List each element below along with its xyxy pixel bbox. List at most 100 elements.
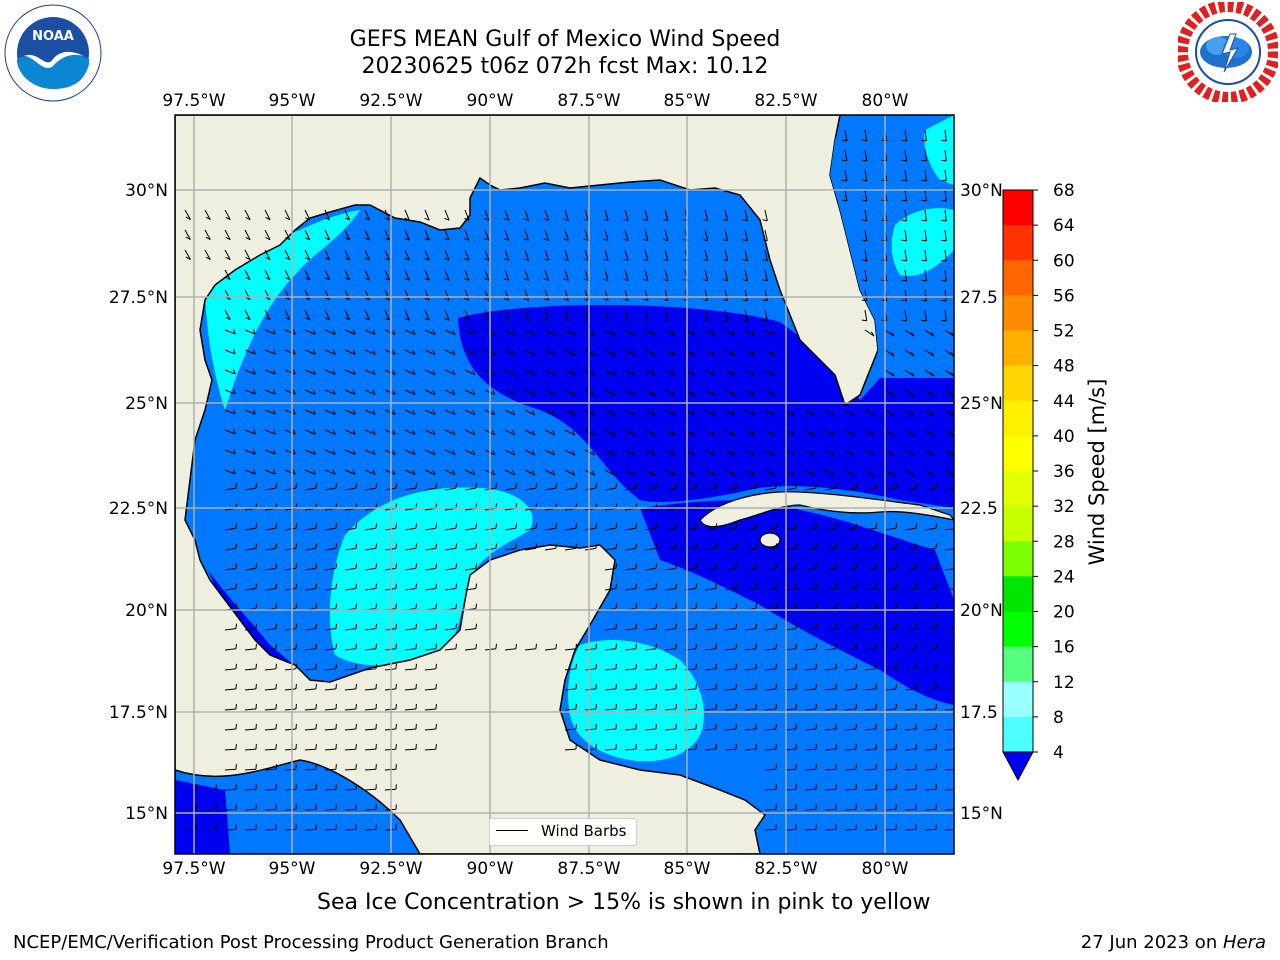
footer-date-text: 27 Jun 2023 on bbox=[1080, 932, 1223, 953]
wind-barb bbox=[344, 788, 357, 791]
wind-barb-flag bbox=[312, 329, 316, 335]
wind-barb bbox=[904, 788, 917, 791]
wind-barb-flag bbox=[851, 451, 855, 457]
wind-barb bbox=[324, 688, 336, 691]
sea-ice-caption: Sea Ice Concentration > 15% is shown in … bbox=[317, 890, 931, 915]
wind-barb-flag bbox=[795, 523, 798, 529]
wind-barb-flag bbox=[455, 583, 458, 589]
wind-barb bbox=[404, 648, 416, 651]
wind-barb bbox=[804, 708, 816, 711]
wind-barb-flag bbox=[444, 297, 450, 301]
wind-barb bbox=[584, 409, 595, 416]
wind-barb bbox=[744, 748, 757, 751]
wind-barb-flag bbox=[335, 563, 338, 569]
colorbar-tick-label: 60 bbox=[1053, 251, 1075, 271]
wind-barb bbox=[764, 708, 776, 711]
wind-barb bbox=[264, 527, 276, 531]
wind-barb bbox=[864, 588, 876, 591]
wind-barb-flag bbox=[591, 370, 596, 376]
wind-barb-flag bbox=[392, 449, 396, 455]
wind-barb-flag bbox=[432, 389, 436, 395]
wind-barb-flag bbox=[956, 483, 957, 488]
wind-barb bbox=[844, 628, 856, 631]
wind-barb bbox=[904, 688, 916, 691]
wind-barb bbox=[324, 229, 331, 241]
wind-barb-flag bbox=[755, 583, 758, 589]
wind-barb-flag bbox=[735, 643, 737, 649]
wind-barb-flag bbox=[631, 450, 636, 456]
wind-barb-flag bbox=[875, 683, 877, 689]
wind-barb bbox=[944, 808, 954, 811]
wind-barb bbox=[864, 728, 877, 731]
wind-barb bbox=[664, 668, 676, 671]
wind-barb bbox=[664, 588, 676, 591]
colorbar-segment bbox=[1003, 506, 1033, 542]
wind-barb bbox=[244, 409, 256, 415]
wind-barb bbox=[264, 289, 271, 301]
wind-barb-flag bbox=[921, 299, 927, 302]
wind-barb bbox=[464, 349, 476, 356]
wind-barb-flag bbox=[855, 663, 857, 669]
wind-barb-flag bbox=[252, 409, 256, 415]
wind-barb-flag bbox=[623, 218, 629, 222]
wind-barb bbox=[544, 269, 550, 281]
wind-barb bbox=[284, 668, 296, 671]
wind-barb bbox=[284, 469, 296, 475]
wind-barb-flag bbox=[831, 411, 835, 417]
wind-barb-flag bbox=[742, 259, 748, 262]
colorbar-segment bbox=[1003, 611, 1033, 648]
wind-barb-flag bbox=[771, 451, 775, 457]
wind-barb bbox=[304, 209, 311, 221]
wind-barb bbox=[764, 449, 775, 457]
wind-barb bbox=[944, 309, 947, 321]
wind-barb-flag bbox=[455, 543, 458, 549]
wind-barb-flag bbox=[835, 583, 838, 589]
wind-barb bbox=[204, 249, 211, 260]
wind-barb-flag bbox=[861, 259, 867, 262]
wind-barb bbox=[884, 668, 896, 671]
wind-barb-flag bbox=[611, 470, 616, 476]
wind-barb-flag bbox=[415, 683, 417, 689]
wind-barb bbox=[944, 149, 947, 161]
wind-barb-flag bbox=[233, 409, 236, 415]
wind-barb-flag bbox=[235, 583, 238, 589]
wind-barb-flag bbox=[910, 471, 915, 477]
wind-barb bbox=[924, 588, 936, 591]
longitude-label: 92.5°W bbox=[359, 91, 422, 111]
wind-barb-flag bbox=[532, 390, 536, 396]
wind-barb bbox=[564, 728, 577, 731]
wind-barb bbox=[364, 748, 377, 751]
wind-barb-flag bbox=[275, 603, 278, 609]
wind-barb-flag bbox=[895, 523, 898, 529]
wind-barb bbox=[364, 668, 376, 671]
wind-barb bbox=[284, 369, 296, 375]
wind-barb bbox=[724, 567, 736, 571]
wind-barb-flag bbox=[615, 483, 618, 489]
wind-barb-flag bbox=[384, 217, 390, 221]
wind-barb-flag bbox=[742, 319, 748, 322]
wind-barb-flag bbox=[305, 217, 311, 221]
wind-barb-flag bbox=[404, 237, 410, 241]
wind-barb-flag bbox=[895, 483, 898, 489]
wind-barb-flag bbox=[444, 237, 450, 241]
wind-barb-flag bbox=[635, 603, 638, 609]
wind-barb-flag bbox=[611, 330, 616, 336]
wind-barb-flag bbox=[295, 683, 297, 689]
wind-barb-flag bbox=[751, 431, 755, 436]
wind-barb-flag bbox=[742, 239, 748, 242]
wind-barb bbox=[264, 487, 276, 491]
wind-barb-flag bbox=[875, 483, 878, 489]
wind-barb-flag bbox=[651, 450, 656, 456]
wind-barb bbox=[344, 628, 356, 631]
wind-barb bbox=[324, 329, 336, 335]
wind-barb-flag bbox=[292, 329, 296, 335]
wind-barb bbox=[444, 289, 450, 301]
wind-barb bbox=[944, 708, 954, 711]
wind-barb-flag bbox=[691, 410, 695, 416]
wind-barb bbox=[464, 389, 476, 396]
wind-barb bbox=[344, 429, 356, 435]
wind-barb bbox=[884, 748, 897, 751]
wind-barb-flag bbox=[715, 683, 717, 689]
wind-barb-flag bbox=[552, 390, 556, 396]
wind-barb bbox=[224, 429, 236, 435]
